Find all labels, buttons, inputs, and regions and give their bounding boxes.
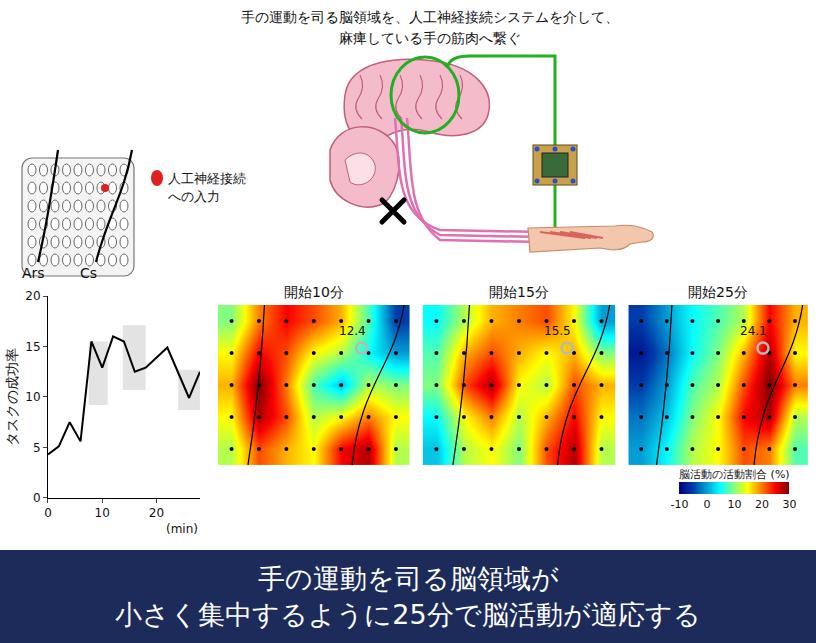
svg-text:0: 0 xyxy=(703,498,710,511)
svg-text:10: 10 xyxy=(25,390,40,404)
svg-text:10: 10 xyxy=(95,506,110,520)
svg-text:Ars: Ars xyxy=(22,265,45,281)
svg-text:15.5: 15.5 xyxy=(544,324,571,338)
svg-text:15: 15 xyxy=(25,340,40,354)
svg-text:タスクの成功率: タスクの成功率 xyxy=(4,348,20,446)
svg-text:Cs: Cs xyxy=(80,265,97,281)
html-text:小さく集中するように25分で脳活動が適応する: 小さく集中するように25分で脳活動が適応する xyxy=(115,598,701,630)
svg-text:手の運動を司る脳領域を、人工神経接続システムを介して、: 手の運動を司る脳領域を、人工神経接続システムを介して、 xyxy=(241,9,619,25)
svg-text:開始25分: 開始25分 xyxy=(688,284,748,300)
svg-text:10: 10 xyxy=(727,498,741,511)
svg-text:30: 30 xyxy=(782,498,796,511)
svg-text:への入力: への入力 xyxy=(168,189,220,204)
svg-text:麻痺している手の筋肉へ繋ぐ: 麻痺している手の筋肉へ繋ぐ xyxy=(339,30,521,46)
svg-text:脳活動の活動割合 (%): 脳活動の活動割合 (%) xyxy=(679,468,790,481)
svg-text:-10: -10 xyxy=(670,498,688,511)
svg-text:(min): (min) xyxy=(166,522,198,536)
svg-text:開始10分: 開始10分 xyxy=(284,284,344,300)
svg-text:0: 0 xyxy=(33,491,41,505)
svg-text:24.1: 24.1 xyxy=(740,324,767,338)
svg-text:12.4: 12.4 xyxy=(339,324,366,338)
svg-text:5: 5 xyxy=(33,441,41,455)
svg-text:20: 20 xyxy=(755,498,769,511)
svg-text:20: 20 xyxy=(149,506,164,520)
svg-text:0: 0 xyxy=(44,506,52,520)
svg-text:人工神経接続: 人工神経接続 xyxy=(168,171,246,186)
svg-text:開始15分: 開始15分 xyxy=(489,284,549,300)
svg-text:20: 20 xyxy=(25,289,40,303)
html-text:手の運動を司る脳領域が: 手の運動を司る脳領域が xyxy=(257,562,559,594)
